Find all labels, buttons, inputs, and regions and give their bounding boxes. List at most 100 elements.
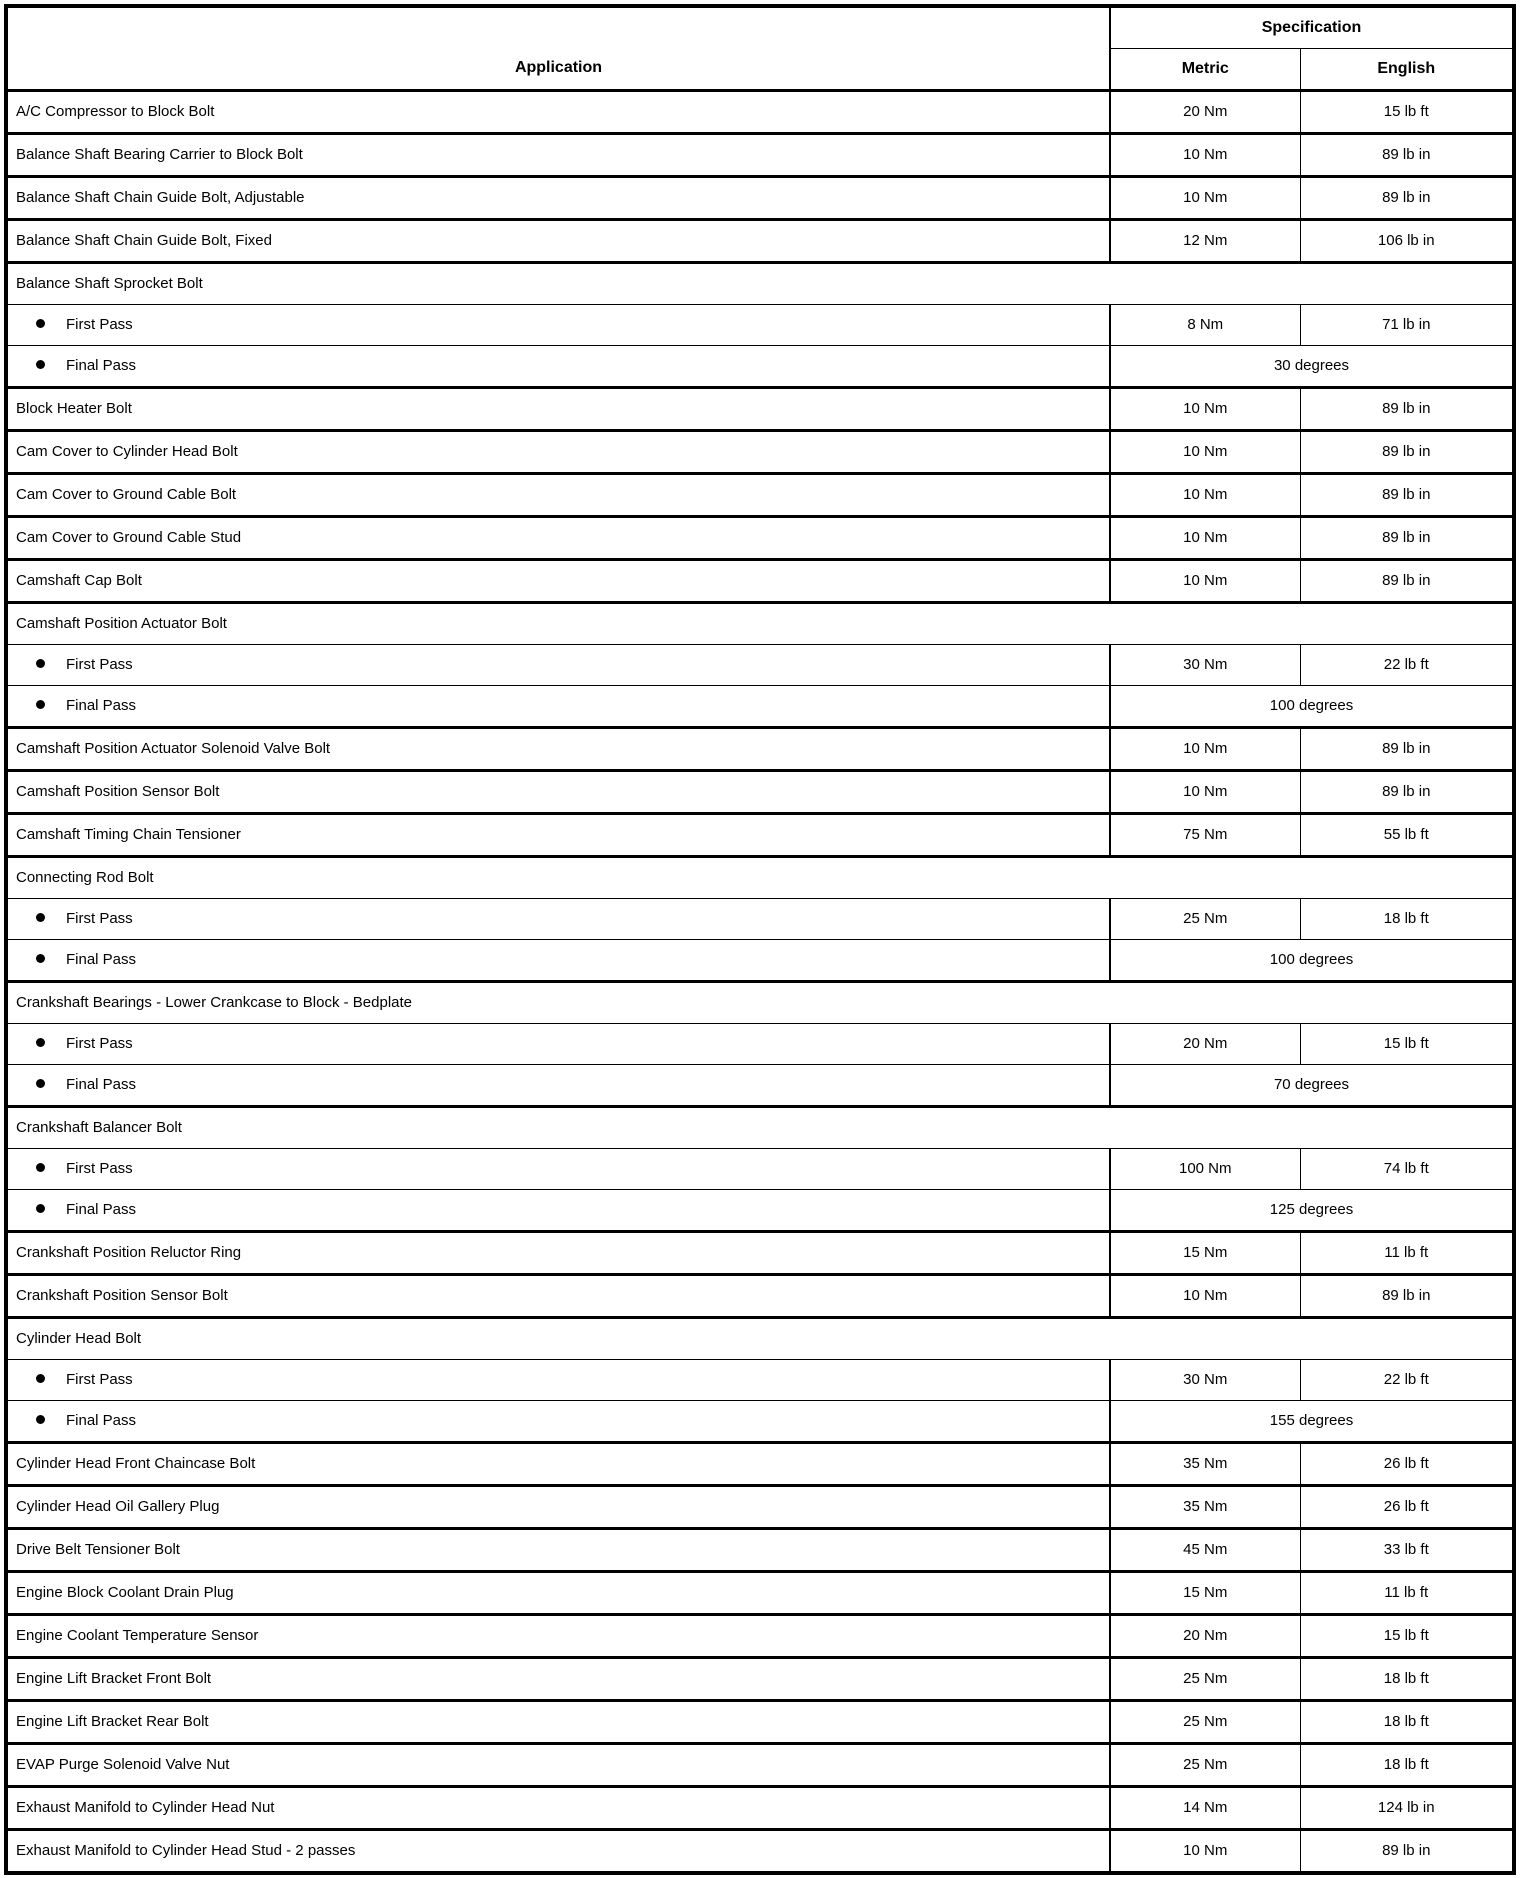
table-row: First Pass 30 Nm 22 lb ft xyxy=(6,644,1515,686)
english-cell: 18 lb ft xyxy=(1299,1699,1515,1744)
metric-cell: 10 Nm xyxy=(1109,1273,1300,1318)
english-cell: 71 lb in xyxy=(1299,304,1515,346)
application-cell: Cam Cover to Ground Cable Stud xyxy=(6,515,1110,560)
header-row-specification: Application Specification xyxy=(6,6,1515,92)
table-row: Block Heater Bolt 10 Nm 89 lb in xyxy=(6,386,1515,431)
group-header-row: Crankshaft Bearings - Lower Crankcase to… xyxy=(6,980,1515,1024)
application-cell: First Pass xyxy=(6,898,1110,940)
table-row: First Pass 100 Nm 74 lb ft xyxy=(6,1148,1515,1190)
table-row: Engine Lift Bracket Rear Bolt 25 Nm 18 lb … xyxy=(6,1699,1515,1744)
table-row: Crankshaft Position Reluctor Ring 15 Nm 11… xyxy=(6,1230,1515,1275)
metric-cell: 75 Nm xyxy=(1109,812,1300,857)
application-cell: First Pass xyxy=(6,304,1110,346)
metric-cell: 10 Nm xyxy=(1109,1828,1300,1873)
header-row-units: Metric English xyxy=(6,48,1515,92)
english-cell: 89 lb in xyxy=(1299,175,1515,220)
english-cell: 22 lb ft xyxy=(1299,644,1515,686)
english-cell: 89 lb in xyxy=(1299,769,1515,814)
metric-cell: 10 Nm xyxy=(1109,429,1300,474)
table-row: Balance Shaft Chain Guide Bolt, Adjustab… xyxy=(6,175,1515,220)
bullet-icon xyxy=(36,1079,45,1089)
table-row: Exhaust Manifold to Cylinder Head Stud -… xyxy=(6,1828,1515,1873)
table-row: EVAP Purge Solenoid Valve Nut 25 Nm 18 lb … xyxy=(6,1742,1515,1787)
bullet-icon xyxy=(36,319,45,329)
english-cell: 11 lb ft xyxy=(1299,1230,1515,1275)
table-row: Cam Cover to Ground Cable Bolt 10 Nm 89 lb… xyxy=(6,472,1515,517)
metric-cell: 25 Nm xyxy=(1109,1656,1300,1701)
table-row: Camshaft Position Sensor Bolt 10 Nm 89 lb … xyxy=(6,769,1515,814)
bullet-icon xyxy=(36,1038,45,1048)
english-cell: 26 lb ft xyxy=(1299,1484,1515,1529)
english-cell: 18 lb ft xyxy=(1299,898,1515,940)
application-cell: Cam Cover to Cylinder Head Bolt xyxy=(6,429,1110,474)
application-cell: Final Pass xyxy=(6,939,1110,982)
english-cell: 124 lb in xyxy=(1299,1785,1515,1830)
group-header-row: Crankshaft Balancer Bolt xyxy=(6,1105,1515,1149)
table-row: A/C Compressor to Block Bolt 20 Nm 15 lb f… xyxy=(6,89,1515,134)
application-cell: Cylinder Head Front Chaincase Bolt xyxy=(6,1441,1110,1486)
english-cell: 26 lb ft xyxy=(1299,1441,1515,1486)
application-cell: First Pass xyxy=(6,1148,1110,1190)
table-row: Final Pass 100 degrees xyxy=(6,685,1515,728)
english-cell: 55 lb ft xyxy=(1299,812,1515,857)
application-cell: First Pass xyxy=(6,1359,1110,1401)
english-cell: 89 lb in xyxy=(1299,429,1515,474)
bullet-icon xyxy=(36,1374,45,1384)
application-cell: Crankshaft Balancer Bolt xyxy=(6,1105,1515,1149)
metric-cell: 30 Nm xyxy=(1109,644,1300,686)
table-row: Engine Coolant Temperature Sensor 20 Nm 15… xyxy=(6,1613,1515,1658)
table-header: Application Specification Metric English xyxy=(6,6,1515,92)
metric-cell: 12 Nm xyxy=(1109,218,1300,263)
specification-span-cell: 155 degrees xyxy=(1108,1400,1515,1443)
english-cell: 89 lb in xyxy=(1299,558,1515,603)
table-row: Engine Lift Bracket Front Bolt 25 Nm 18 lb… xyxy=(6,1656,1515,1701)
metric-cell: 20 Nm xyxy=(1109,1613,1300,1658)
english-cell: 18 lb ft xyxy=(1299,1656,1515,1701)
english-cell: 33 lb ft xyxy=(1299,1527,1515,1572)
table-row: First Pass 8 Nm 71 lb in xyxy=(6,304,1515,346)
group-header-row: Camshaft Position Actuator Bolt xyxy=(6,601,1515,645)
metric-cell: 25 Nm xyxy=(1109,1742,1300,1787)
application-cell: Crankshaft Bearings - Lower Crankcase to… xyxy=(6,980,1515,1024)
application-cell: Engine Lift Bracket Front Bolt xyxy=(6,1656,1110,1701)
metric-cell: 100 Nm xyxy=(1109,1148,1300,1190)
english-cell: 89 lb in xyxy=(1299,1828,1515,1873)
metric-cell: 10 Nm xyxy=(1109,726,1300,771)
application-cell: Camshaft Cap Bolt xyxy=(6,558,1110,603)
application-cell: Final Pass xyxy=(6,685,1110,728)
english-cell: 89 lb in xyxy=(1299,515,1515,560)
application-cell: Cam Cover to Ground Cable Bolt xyxy=(6,472,1110,517)
specification-span-cell: 100 degrees xyxy=(1108,939,1515,982)
english-cell: 15 lb ft xyxy=(1299,89,1515,134)
application-cell: Camshaft Position Actuator Solenoid Valv… xyxy=(6,726,1110,771)
bullet-icon xyxy=(36,360,45,370)
application-cell: Camshaft Position Actuator Bolt xyxy=(6,601,1515,645)
english-cell: 89 lb in xyxy=(1299,472,1515,517)
english-cell: 89 lb in xyxy=(1299,1273,1515,1318)
application-cell: Final Pass xyxy=(6,1064,1110,1107)
application-cell: Engine Lift Bracket Rear Bolt xyxy=(6,1699,1110,1744)
english-column-header: English xyxy=(1299,48,1515,92)
application-cell: Final Pass xyxy=(6,1189,1110,1232)
english-cell: 18 lb ft xyxy=(1299,1742,1515,1787)
spec-table-body: A/C Compressor to Block Bolt 20 Nm 15 lb f… xyxy=(6,89,1515,1873)
application-cell: Balance Shaft Chain Guide Bolt, Adjustab… xyxy=(6,175,1110,220)
specification-span-cell: 125 degrees xyxy=(1108,1189,1515,1232)
table-row: Final Pass 30 degrees xyxy=(6,345,1515,388)
metric-cell: 45 Nm xyxy=(1109,1527,1300,1572)
bullet-icon xyxy=(36,1415,45,1425)
metric-cell: 10 Nm xyxy=(1109,515,1300,560)
metric-cell: 10 Nm xyxy=(1109,386,1300,431)
application-cell: First Pass xyxy=(6,644,1110,686)
metric-cell: 25 Nm xyxy=(1109,1699,1300,1744)
metric-cell: 35 Nm xyxy=(1109,1484,1300,1529)
metric-cell: 10 Nm xyxy=(1109,769,1300,814)
application-cell: Drive Belt Tensioner Bolt xyxy=(6,1527,1110,1572)
specification-span-cell: 100 degrees xyxy=(1108,685,1515,728)
bullet-icon xyxy=(36,913,45,923)
metric-cell: 10 Nm xyxy=(1109,472,1300,517)
application-cell: Exhaust Manifold to Cylinder Head Stud -… xyxy=(6,1828,1110,1873)
table-row: Cylinder Head Oil Gallery Plug 35 Nm 26 lb… xyxy=(6,1484,1515,1529)
application-cell: Final Pass xyxy=(6,345,1110,388)
